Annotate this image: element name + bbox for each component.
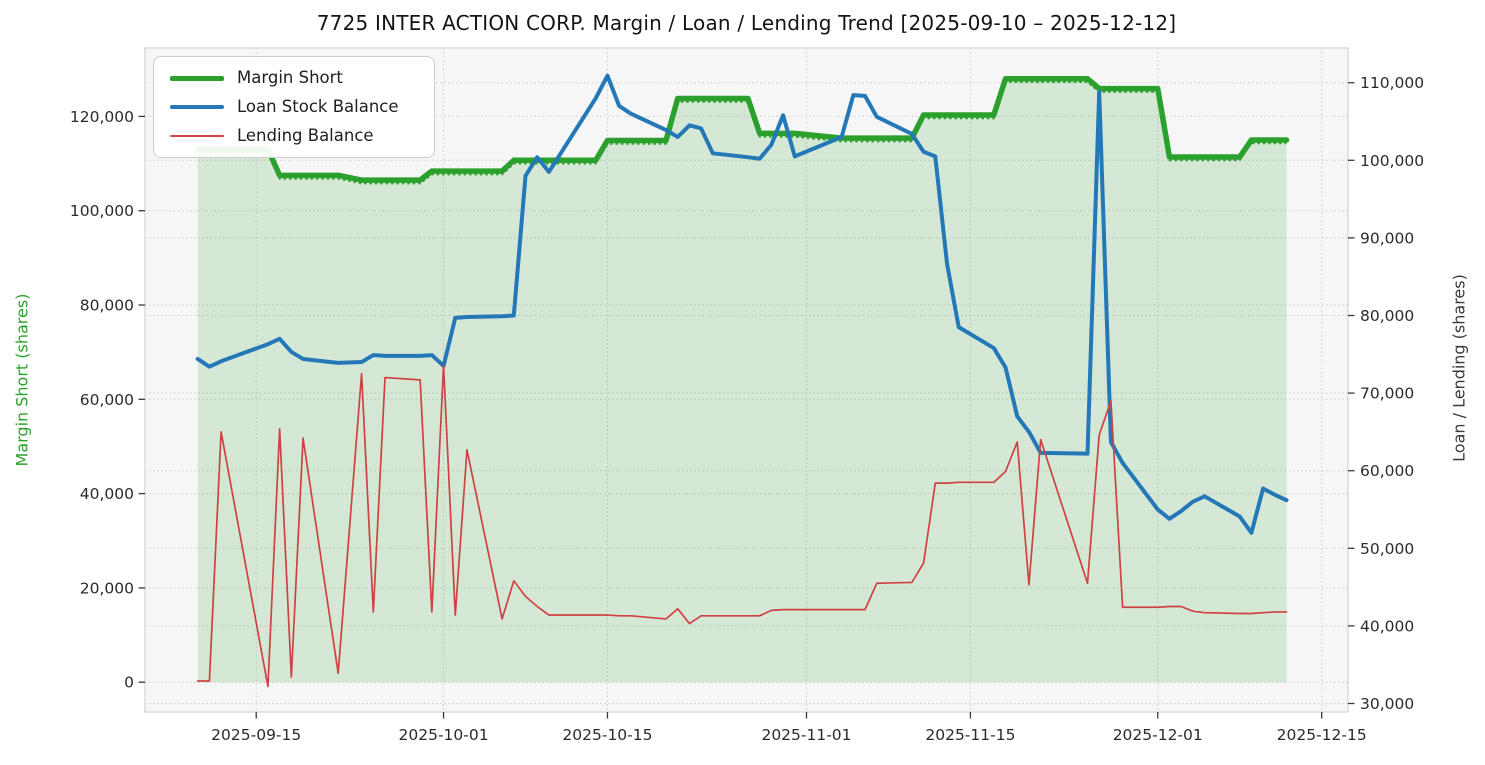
y-left-tick-label: 40,000 [80,485,134,503]
y-right-tick-label: 40,000 [1360,617,1414,635]
x-tick-label: 2025-11-01 [761,726,851,744]
x-tick-label: 2025-09-15 [211,726,301,744]
y-left-tick-label: 100,000 [70,202,134,220]
x-tick-label: 2025-12-01 [1113,726,1203,744]
loan-stock-balance-line [195,73,1289,535]
y-right-tick-label: 90,000 [1360,229,1414,247]
y-left-tick-label: 120,000 [70,108,134,126]
lending-balance-line [196,364,1288,688]
y-left-tick-label: 80,000 [80,297,134,315]
x-tick-label: 2025-11-15 [925,726,1015,744]
legend-label: Margin Short [237,68,343,87]
legend-item-margin-short: Margin Short [170,68,420,87]
chart-title: 7725 INTER ACTION CORP. Margin / Loan / … [316,11,1177,35]
lending-line-swatch [170,135,224,138]
y-right-tick-label: 110,000 [1360,74,1424,92]
y-right-tick-label: 50,000 [1360,540,1414,558]
x-tick-label: 2025-10-15 [562,726,652,744]
y-right-tick-label: 80,000 [1360,307,1414,325]
margin-short-area-edge [197,81,1287,185]
legend-label: Lending Balance [237,126,374,146]
x-tick-label: 2025-12-15 [1277,726,1367,744]
tick-labels: 0 20,000 40,000 60,000 80,000 100,000 120,000 3… [70,74,1424,744]
margin-short-area [197,78,1287,683]
y-left-tick-label: 20,000 [80,579,134,597]
y-right-tick-label: 70,000 [1360,385,1414,403]
y-left-tick-label: 60,000 [80,391,134,409]
legend: Margin Short Loan Stock Balance Lending … [153,56,435,159]
y-left-tick-label: 0 [124,674,134,692]
legend-item-lending-balance: Lending Balance [170,127,420,145]
left-axis-title: Margin Short (shares) [12,293,32,467]
y-right-tick-label: 60,000 [1360,462,1414,480]
margin-short-line [194,75,1290,183]
loan-stock-line-swatch [170,105,224,110]
right-axis-title: Loan / Lending (shares) [1449,274,1469,462]
y-right-tick-label: 100,000 [1360,152,1424,170]
margin-short-line-swatch [170,75,224,81]
legend-label: Loan Stock Balance [237,97,399,117]
legend-item-loan-stock-balance: Loan Stock Balance [170,97,420,117]
tick-marks [138,82,1355,719]
plot-border [144,47,1349,713]
x-tick-label: 2025-10-01 [399,726,489,744]
y-right-tick-label: 30,000 [1360,695,1414,713]
